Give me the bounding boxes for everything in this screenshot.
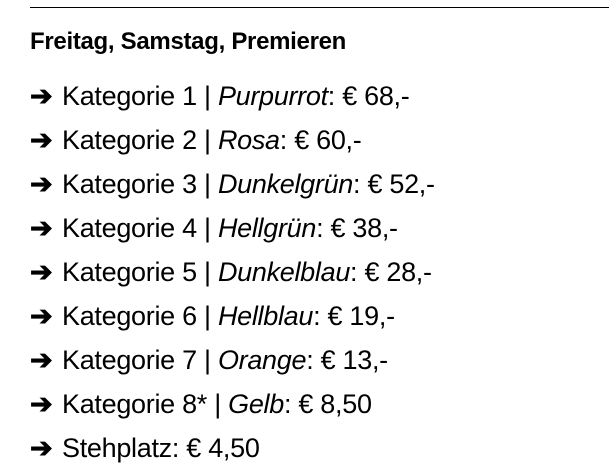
colon: : [279,125,295,155]
price-list-item: ➔ Kategorie 7 | Orange: € 13,- [30,344,435,388]
colon: : [353,169,368,199]
category-label: Kategorie 1 [62,81,197,111]
separator: | [196,345,218,375]
category-label: Kategorie 5 [62,257,197,287]
price: € 68,- [342,81,410,111]
price: € 19,- [327,301,396,331]
separator: | [196,213,218,243]
price: € 60,- [294,125,362,155]
right-arrow-icon: ➔ [30,301,53,331]
colon: : [171,433,187,463]
separator: | [196,301,218,331]
separator: | [207,389,229,419]
colon: : [327,81,343,111]
category-label: Kategorie 7 [62,345,197,375]
colon: : [306,345,321,375]
price-list-item: ➔ Kategorie 3 | Dunkelgrün: € 52,- [30,168,435,212]
category-label: Kategorie 3 [62,169,197,199]
right-arrow-icon: ➔ [30,125,53,155]
right-arrow-icon: ➔ [30,81,53,111]
price-list: ➔ Kategorie 1 | Purpurrot: € 68,- ➔ Kategor… [30,80,435,476]
separator: | [196,125,218,155]
right-arrow-icon: ➔ [30,213,53,243]
color-name: Orange [217,345,307,375]
category-label: Kategorie 2 [62,125,197,155]
price-list-item: ➔ Kategorie 6 | Hellblau: € 19,- [30,300,435,344]
right-arrow-icon: ➔ [30,257,53,287]
price: € 52,- [367,169,435,199]
divider-line [30,7,609,8]
price: € 4,50 [186,433,260,463]
colon: : [313,301,328,331]
colon: : [316,213,331,243]
price: € 38,- [330,213,399,243]
price: € 13,- [320,345,389,375]
price-list-item: ➔ Kategorie 1 | Purpurrot: € 68,- [30,80,435,124]
right-arrow-icon: ➔ [30,169,53,199]
price: € 28,- [364,257,432,287]
right-arrow-icon: ➔ [30,389,53,419]
price-list-item: ➔ Stehplatz: € 4,50 [30,432,435,476]
color-name: Purpurrot [217,81,328,111]
category-label: Kategorie 4 [62,213,197,243]
price-list-item: ➔ Kategorie 4 | Hellgrün: € 38,- [30,212,435,256]
color-name: Gelb [228,389,284,419]
price-list-item: ➔ Kategorie 2 | Rosa: € 60,- [30,124,435,168]
price-list-item: ➔ Kategorie 8* | Gelb: € 8,50 [30,388,435,432]
section-heading: Freitag, Samstag, Premieren [30,28,347,55]
color-name: Dunkelgrün [217,169,354,199]
category-label: Kategorie 6 [62,301,197,331]
price-list-item: ➔ Kategorie 5 | Dunkelblau: € 28,- [30,256,435,300]
price: € 8,50 [298,389,372,419]
right-arrow-icon: ➔ [30,433,53,463]
right-arrow-icon: ➔ [30,345,53,375]
colon: : [350,257,365,287]
color-name: Hellblau [217,301,314,331]
category-label: Stehplatz [62,433,172,463]
colon: : [283,389,299,419]
color-name: Rosa [217,125,280,155]
separator: | [196,81,218,111]
color-name: Dunkelblau [217,257,351,287]
category-label: Kategorie 8* [62,389,208,419]
separator: | [196,169,218,199]
color-name: Hellgrün [217,213,317,243]
separator: | [196,257,218,287]
